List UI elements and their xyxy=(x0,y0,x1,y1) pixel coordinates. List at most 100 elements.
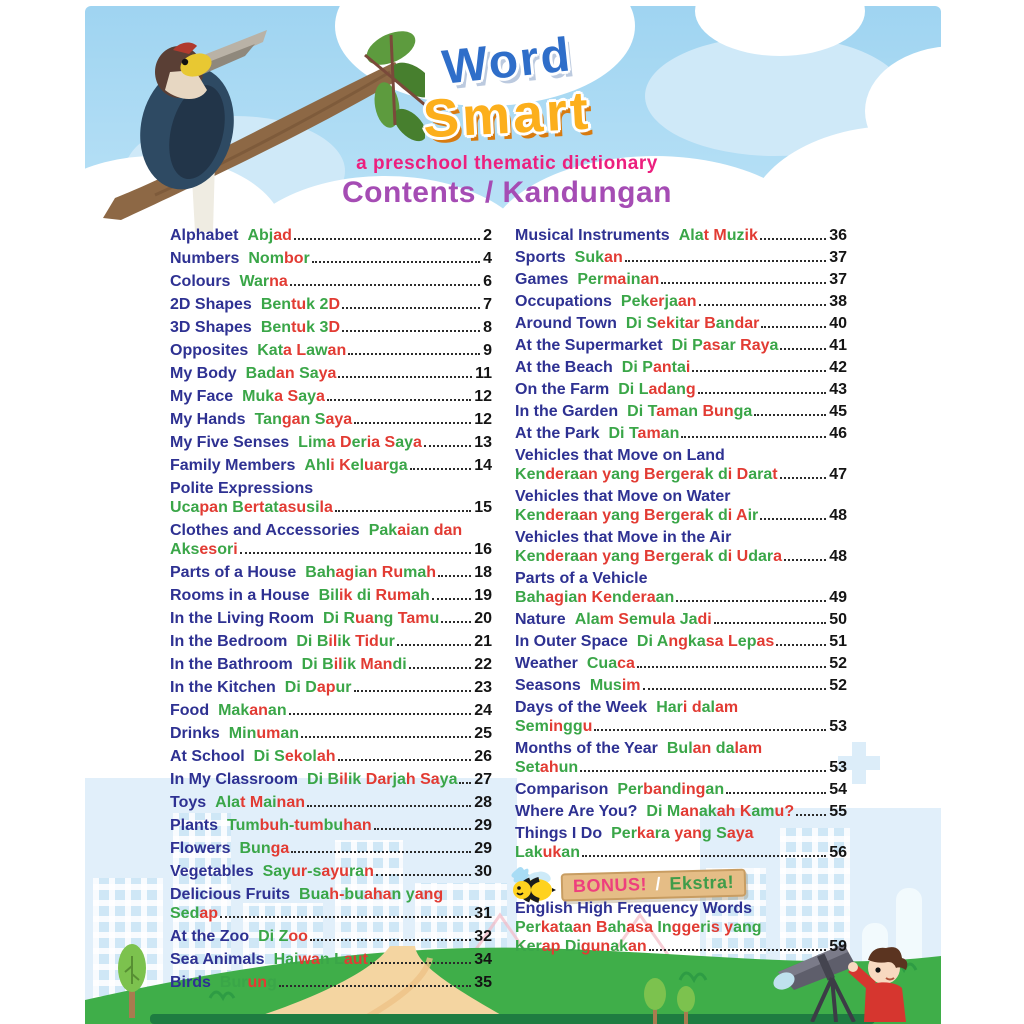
toc-title-malay: Pekerjaan xyxy=(620,293,697,310)
dotted-leader xyxy=(692,370,827,372)
toc-title-malay: Permainan xyxy=(577,271,660,288)
toc-title-malay: Hari dalam xyxy=(656,699,739,716)
toc-title-english: In Outer Space xyxy=(515,633,628,650)
toc-entry: In My Classroom Di Bilik Darjah Saya 27 xyxy=(170,770,492,789)
toc-title-malay: Pakaian dan xyxy=(368,522,463,539)
dotted-leader xyxy=(648,949,827,951)
page-number: 18 xyxy=(474,564,492,581)
dotted-leader xyxy=(776,644,827,646)
toc-line: Bahagian Kenderaan 49 xyxy=(515,588,847,607)
page-number: 4 xyxy=(483,250,492,267)
toc-title-english: Family Members xyxy=(170,457,296,474)
toc-title-malay: Perkataan Bahasa Inggeris yang xyxy=(515,919,762,936)
dotted-leader xyxy=(369,962,472,964)
toc-title-malay: Perbandingan xyxy=(617,781,725,798)
toc-line: Sedap 31 xyxy=(170,904,492,923)
dotted-leader xyxy=(278,985,472,987)
toc-line: At the Zoo Di Zoo 32 xyxy=(170,927,492,946)
toc-title-malay: Alat Mainan xyxy=(215,794,306,811)
bonus-label: BONUS! xyxy=(572,874,648,897)
toc-entry: Rooms in a House Bilik di Rumah 19 xyxy=(170,586,492,605)
toc-entry: English High Frequency Words Perkataan Ba… xyxy=(515,899,847,956)
toc-title-english: Opposites xyxy=(170,342,249,359)
toc-line: Flowers Bunga 29 xyxy=(170,839,492,858)
page-number: 25 xyxy=(474,725,492,742)
toc-line: Setahun 53 xyxy=(515,758,847,777)
dotted-leader xyxy=(220,916,472,918)
toc-title-malay: Burung xyxy=(219,974,277,991)
toc-title-malay: Lakukan xyxy=(515,844,580,861)
toc-entry: Months of the Year Bulan dalam Setahun 53 xyxy=(515,739,847,777)
page-number: 26 xyxy=(474,748,492,765)
toc-line: On the Farm Di Ladang 43 xyxy=(515,380,847,399)
toc-line: Musical Instruments Alat Muzik 36 xyxy=(515,226,847,245)
toc-title-malay: Aksesori xyxy=(170,541,238,558)
toc-title-english: Vehicles that Move in the Air xyxy=(515,529,732,546)
toc-entry: Comparison Perbandingan 54 xyxy=(515,780,847,799)
toc-title-malay: Sayur-sayuran xyxy=(262,863,374,880)
toc-title-english: At the Park xyxy=(515,425,600,442)
toc-title-english: In the Bedroom xyxy=(170,633,288,650)
toc-title-malay: Kenderaan yang Bergerak di Darat xyxy=(515,466,778,483)
toc-line: Birds Burung 35 xyxy=(170,973,492,992)
toc-line: Polite Expressions xyxy=(170,479,492,498)
toc-line: Kenderaan yang Bergerak di Darat 47 xyxy=(515,465,847,484)
toc-entry: Seasons Musim 52 xyxy=(515,676,847,695)
toc-entry: Parts of a Vehicle Bahagian Kenderaan 49 xyxy=(515,569,847,607)
dotted-leader xyxy=(784,559,827,561)
page-number: 20 xyxy=(474,610,492,627)
toc-line: Comparison Perbandingan 54 xyxy=(515,780,847,799)
toc-title-malay: Nombor xyxy=(248,250,310,267)
dotted-leader xyxy=(780,348,827,350)
dotted-leader xyxy=(307,805,472,807)
toc-line: Seasons Musim 52 xyxy=(515,676,847,695)
toc-line: In My Classroom Di Bilik Darjah Saya 27 xyxy=(170,770,492,789)
toc-line: Alphabet Abjad 2 xyxy=(170,226,492,245)
toc-title-english: In the Bathroom xyxy=(170,656,293,673)
page-number: 48 xyxy=(829,507,847,524)
toc-title-malay: Kenderaan yang Bergerak di Air xyxy=(515,507,759,524)
boy-figure xyxy=(848,947,908,1022)
toc-title-english: Musical Instruments xyxy=(515,227,670,244)
toc-entry: Days of the Week Hari dalam Seminggu 53 xyxy=(515,698,847,736)
page-number: 32 xyxy=(474,928,492,945)
page-number: 11 xyxy=(475,365,492,382)
dotted-leader xyxy=(293,238,481,240)
dotted-leader xyxy=(681,436,827,438)
toc-entry: At the Beach Di Pantai 42 xyxy=(515,358,847,377)
dotted-leader xyxy=(580,770,827,772)
toc-title-english: Comparison xyxy=(515,781,609,798)
dotted-leader xyxy=(375,874,472,876)
toc-title-english: Where Are You? xyxy=(515,803,638,820)
toc-title-english: Days of the Week xyxy=(515,699,648,716)
toc-title-english: Toys xyxy=(170,794,207,811)
page-number: 40 xyxy=(829,315,847,332)
toc-title-english: Plants xyxy=(170,817,219,834)
toc-title-english: Months of the Year xyxy=(515,740,658,757)
toc-title-english: Food xyxy=(170,702,210,719)
toc-line: Plants Tumbuh-tumbuhan 29 xyxy=(170,816,492,835)
toc-title-english: At the Supermarket xyxy=(515,337,663,354)
toc-entry: At the Zoo Di Zoo 32 xyxy=(170,927,492,946)
dotted-leader xyxy=(396,644,472,646)
tree-icon xyxy=(677,986,695,1024)
toc-line: Family Members Ahli Keluarga 14 xyxy=(170,456,492,475)
toc-title-english: Clothes and Accessories xyxy=(170,522,360,539)
tree-icon xyxy=(644,978,666,1024)
toc-title-malay: Di Bilik Darjah Saya xyxy=(307,771,458,788)
page-number: 13 xyxy=(474,434,492,451)
toc-title-malay: Bunga xyxy=(239,840,290,857)
toc-line: Nature Alam Semula Jadi 50 xyxy=(515,610,847,629)
toc-entry: Vehicles that Move on Land Kenderaan yang… xyxy=(515,446,847,484)
toc-title-english: My Body xyxy=(170,365,237,382)
toc-title-malay: Di Taman xyxy=(608,425,680,442)
toc-line: In the Bedroom Di Bilik Tidur 21 xyxy=(170,632,492,651)
toc-entry: Plants Tumbuh-tumbuhan 29 xyxy=(170,816,492,835)
toc-entry: In the Bedroom Di Bilik Tidur 21 xyxy=(170,632,492,651)
toc-line: In Outer Space Di Angkasa Lepas 51 xyxy=(515,632,847,651)
dotted-leader xyxy=(754,414,827,416)
page-number: 6 xyxy=(483,273,492,290)
toc-title-english: My Five Senses xyxy=(170,434,290,451)
toc-title-malay: Makanan xyxy=(218,702,287,719)
toc-line: Drinks Minuman 25 xyxy=(170,724,492,743)
